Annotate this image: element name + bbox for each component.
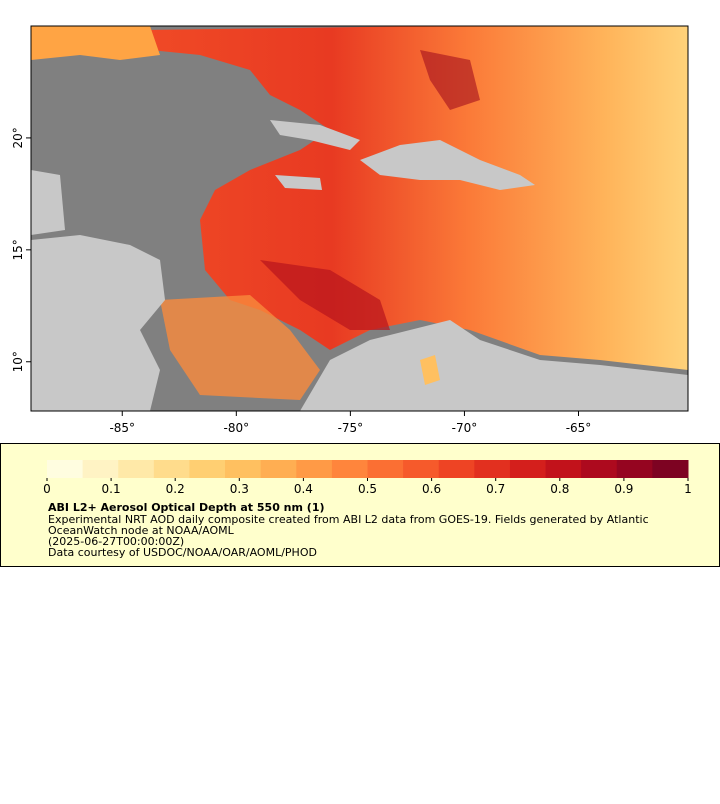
colorbar-tick-label: 0.7	[486, 482, 505, 496]
colorbar-step	[331, 460, 368, 478]
legend-text: Experimental NRT AOD daily composite cre…	[48, 513, 649, 526]
colorbar-step	[82, 460, 119, 478]
x-tick-label: -85°	[109, 421, 135, 435]
colorbar-tick-label: 0.1	[102, 482, 121, 496]
colorbar-step	[189, 460, 226, 478]
colorbar-step	[438, 460, 475, 478]
colorbar-tick-label: 0.3	[230, 482, 249, 496]
colorbar-tick-label: 0.5	[358, 482, 377, 496]
colorbar-tick-label: 0.9	[614, 482, 633, 496]
colorbar-step	[616, 460, 653, 478]
map	[31, 26, 688, 411]
colorbar-step	[225, 460, 262, 478]
colorbar-tick-label: 0.6	[422, 482, 441, 496]
colorbar-step	[403, 460, 440, 478]
legend-title: ABI L2+ Aerosol Optical Depth at 550 nm …	[48, 501, 325, 514]
colorbar-step	[47, 460, 84, 478]
land	[300, 320, 688, 411]
legend-text: (2025-06-27T00:00:00Z)	[48, 535, 184, 548]
x-tick-label: -70°	[452, 421, 478, 435]
x-tick-label: -65°	[566, 421, 592, 435]
land	[31, 235, 165, 411]
colorbar-step	[367, 460, 404, 478]
colorbar-step	[118, 460, 155, 478]
legend-text: Data courtesy of USDOC/NOAA/OAR/AOML/PHO…	[48, 546, 317, 559]
land	[31, 170, 65, 235]
aerosol-field	[260, 260, 390, 330]
aerosol-field	[420, 50, 480, 110]
legend-text: OceanWatch node at NOAA/AOML	[48, 524, 235, 537]
y-tick-label: 15°	[11, 239, 25, 260]
land	[270, 120, 360, 150]
land	[275, 175, 322, 190]
colorbar: 0 0.1 0.2 0.3 0.4 0.5 0.6 0.7 0.8 0.9 1	[43, 460, 692, 496]
colorbar-step	[474, 460, 511, 478]
colorbar-step	[260, 460, 297, 478]
colorbar-tick-label: 1	[684, 482, 692, 496]
colorbar-tick-label: 0.4	[294, 482, 313, 496]
colorbar-tick-label: 0.8	[550, 482, 569, 496]
axes: -85° -80° -75° -70° -65° 10° 15° 20°	[11, 127, 591, 435]
aerosol-field	[140, 26, 688, 370]
colorbar-step	[509, 460, 547, 478]
colorbar-step	[581, 460, 618, 478]
land	[360, 140, 535, 190]
aerosol-field	[31, 26, 160, 60]
y-tick-label: 20°	[11, 127, 25, 148]
aerosol-field	[420, 355, 440, 385]
map-frame	[30, 25, 689, 412]
aerosol-field	[160, 295, 320, 400]
colorbar-step	[296, 460, 333, 478]
colorbar-step	[153, 460, 190, 478]
colorbar-step	[652, 460, 689, 478]
x-tick-label: -75°	[338, 421, 364, 435]
y-tick-label: 10°	[11, 351, 25, 372]
colorbar-tick-label: 0	[43, 482, 51, 496]
colorbar-tick-label: 0.2	[166, 482, 185, 496]
x-tick-label: -80°	[224, 421, 250, 435]
colorbar-step	[545, 460, 582, 478]
